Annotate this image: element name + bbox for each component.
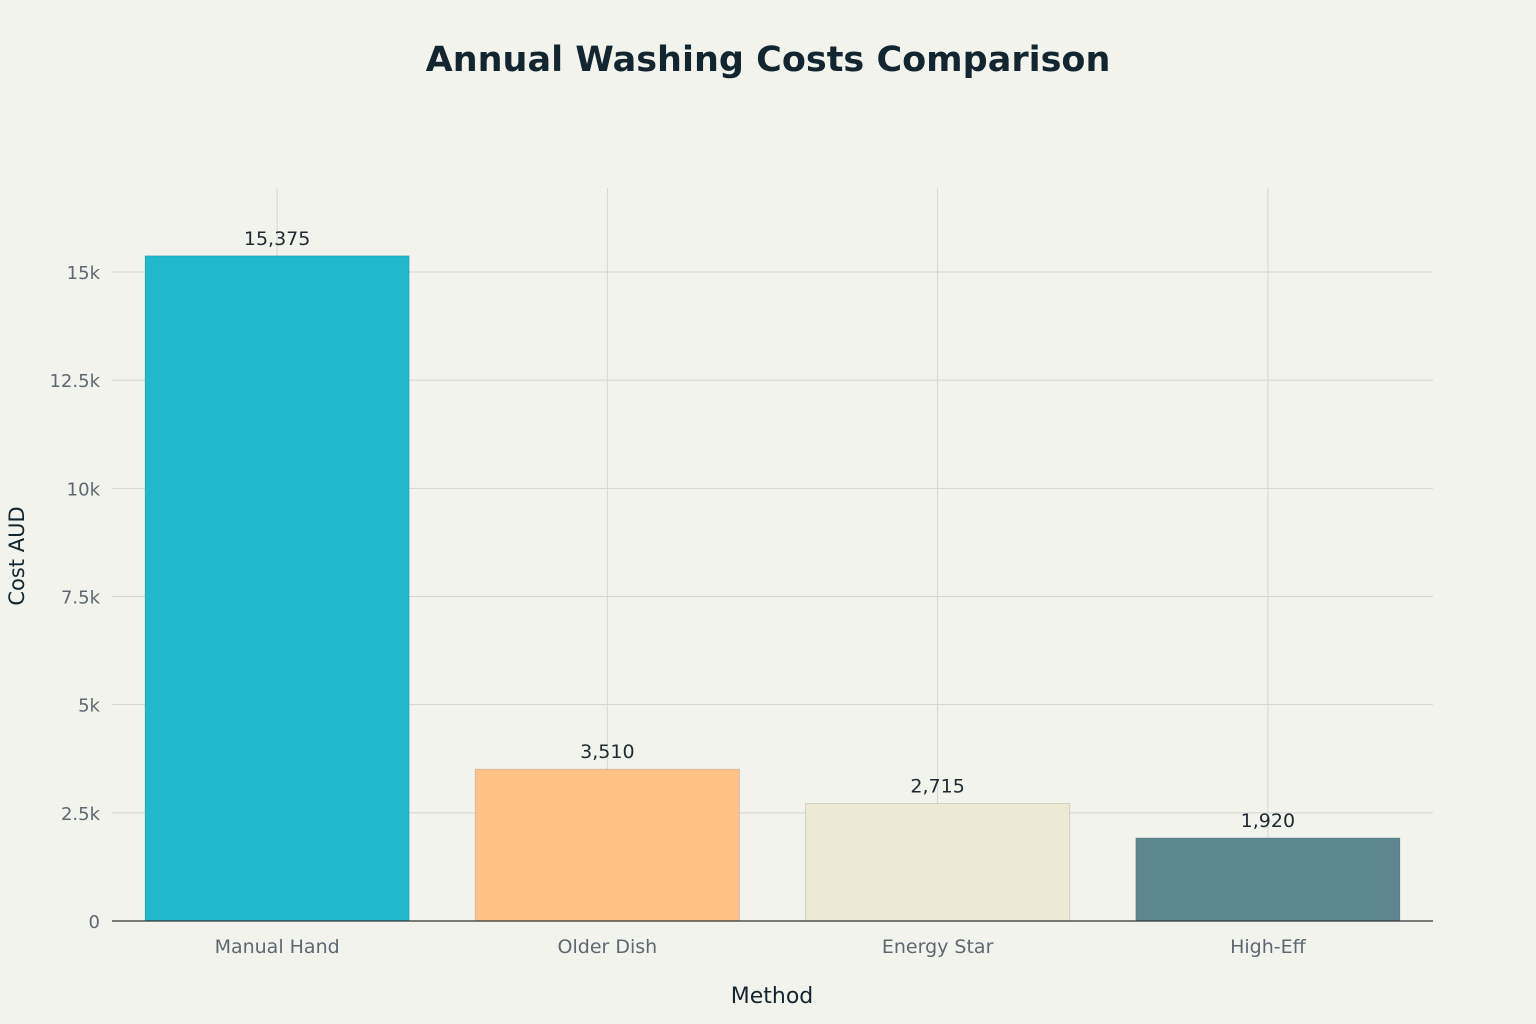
data-label: 15,375 — [244, 228, 310, 250]
y-tick-label: 7.5k — [61, 588, 101, 609]
x-tick-label: Energy Star — [882, 936, 994, 958]
data-label: 3,510 — [580, 741, 634, 763]
x-tick-label: High-Eff — [1230, 936, 1307, 958]
bar-older-dish — [474, 768, 740, 922]
x-tick-label: Manual Hand — [215, 936, 340, 958]
y-tick-label: 5k — [78, 696, 100, 717]
x-axis-title: Method — [730, 984, 814, 1009]
data-label: 2,715 — [910, 776, 964, 798]
bar-manual-hand — [144, 255, 410, 922]
y-tick-label: 12.5k — [49, 371, 100, 392]
data-label: 1,920 — [1241, 810, 1295, 832]
y-tick-label: 10k — [67, 479, 101, 500]
bar-energy-star — [805, 803, 1071, 922]
bar-high-eff — [1135, 837, 1401, 922]
y-tick-label: 15k — [67, 263, 101, 284]
y-tick-label: 0 — [89, 912, 100, 933]
x-tick-label: Older Dish — [558, 936, 658, 958]
y-tick-label: 2.5k — [61, 804, 101, 825]
chart-title: Annual Washing Costs Comparison — [425, 40, 1111, 80]
